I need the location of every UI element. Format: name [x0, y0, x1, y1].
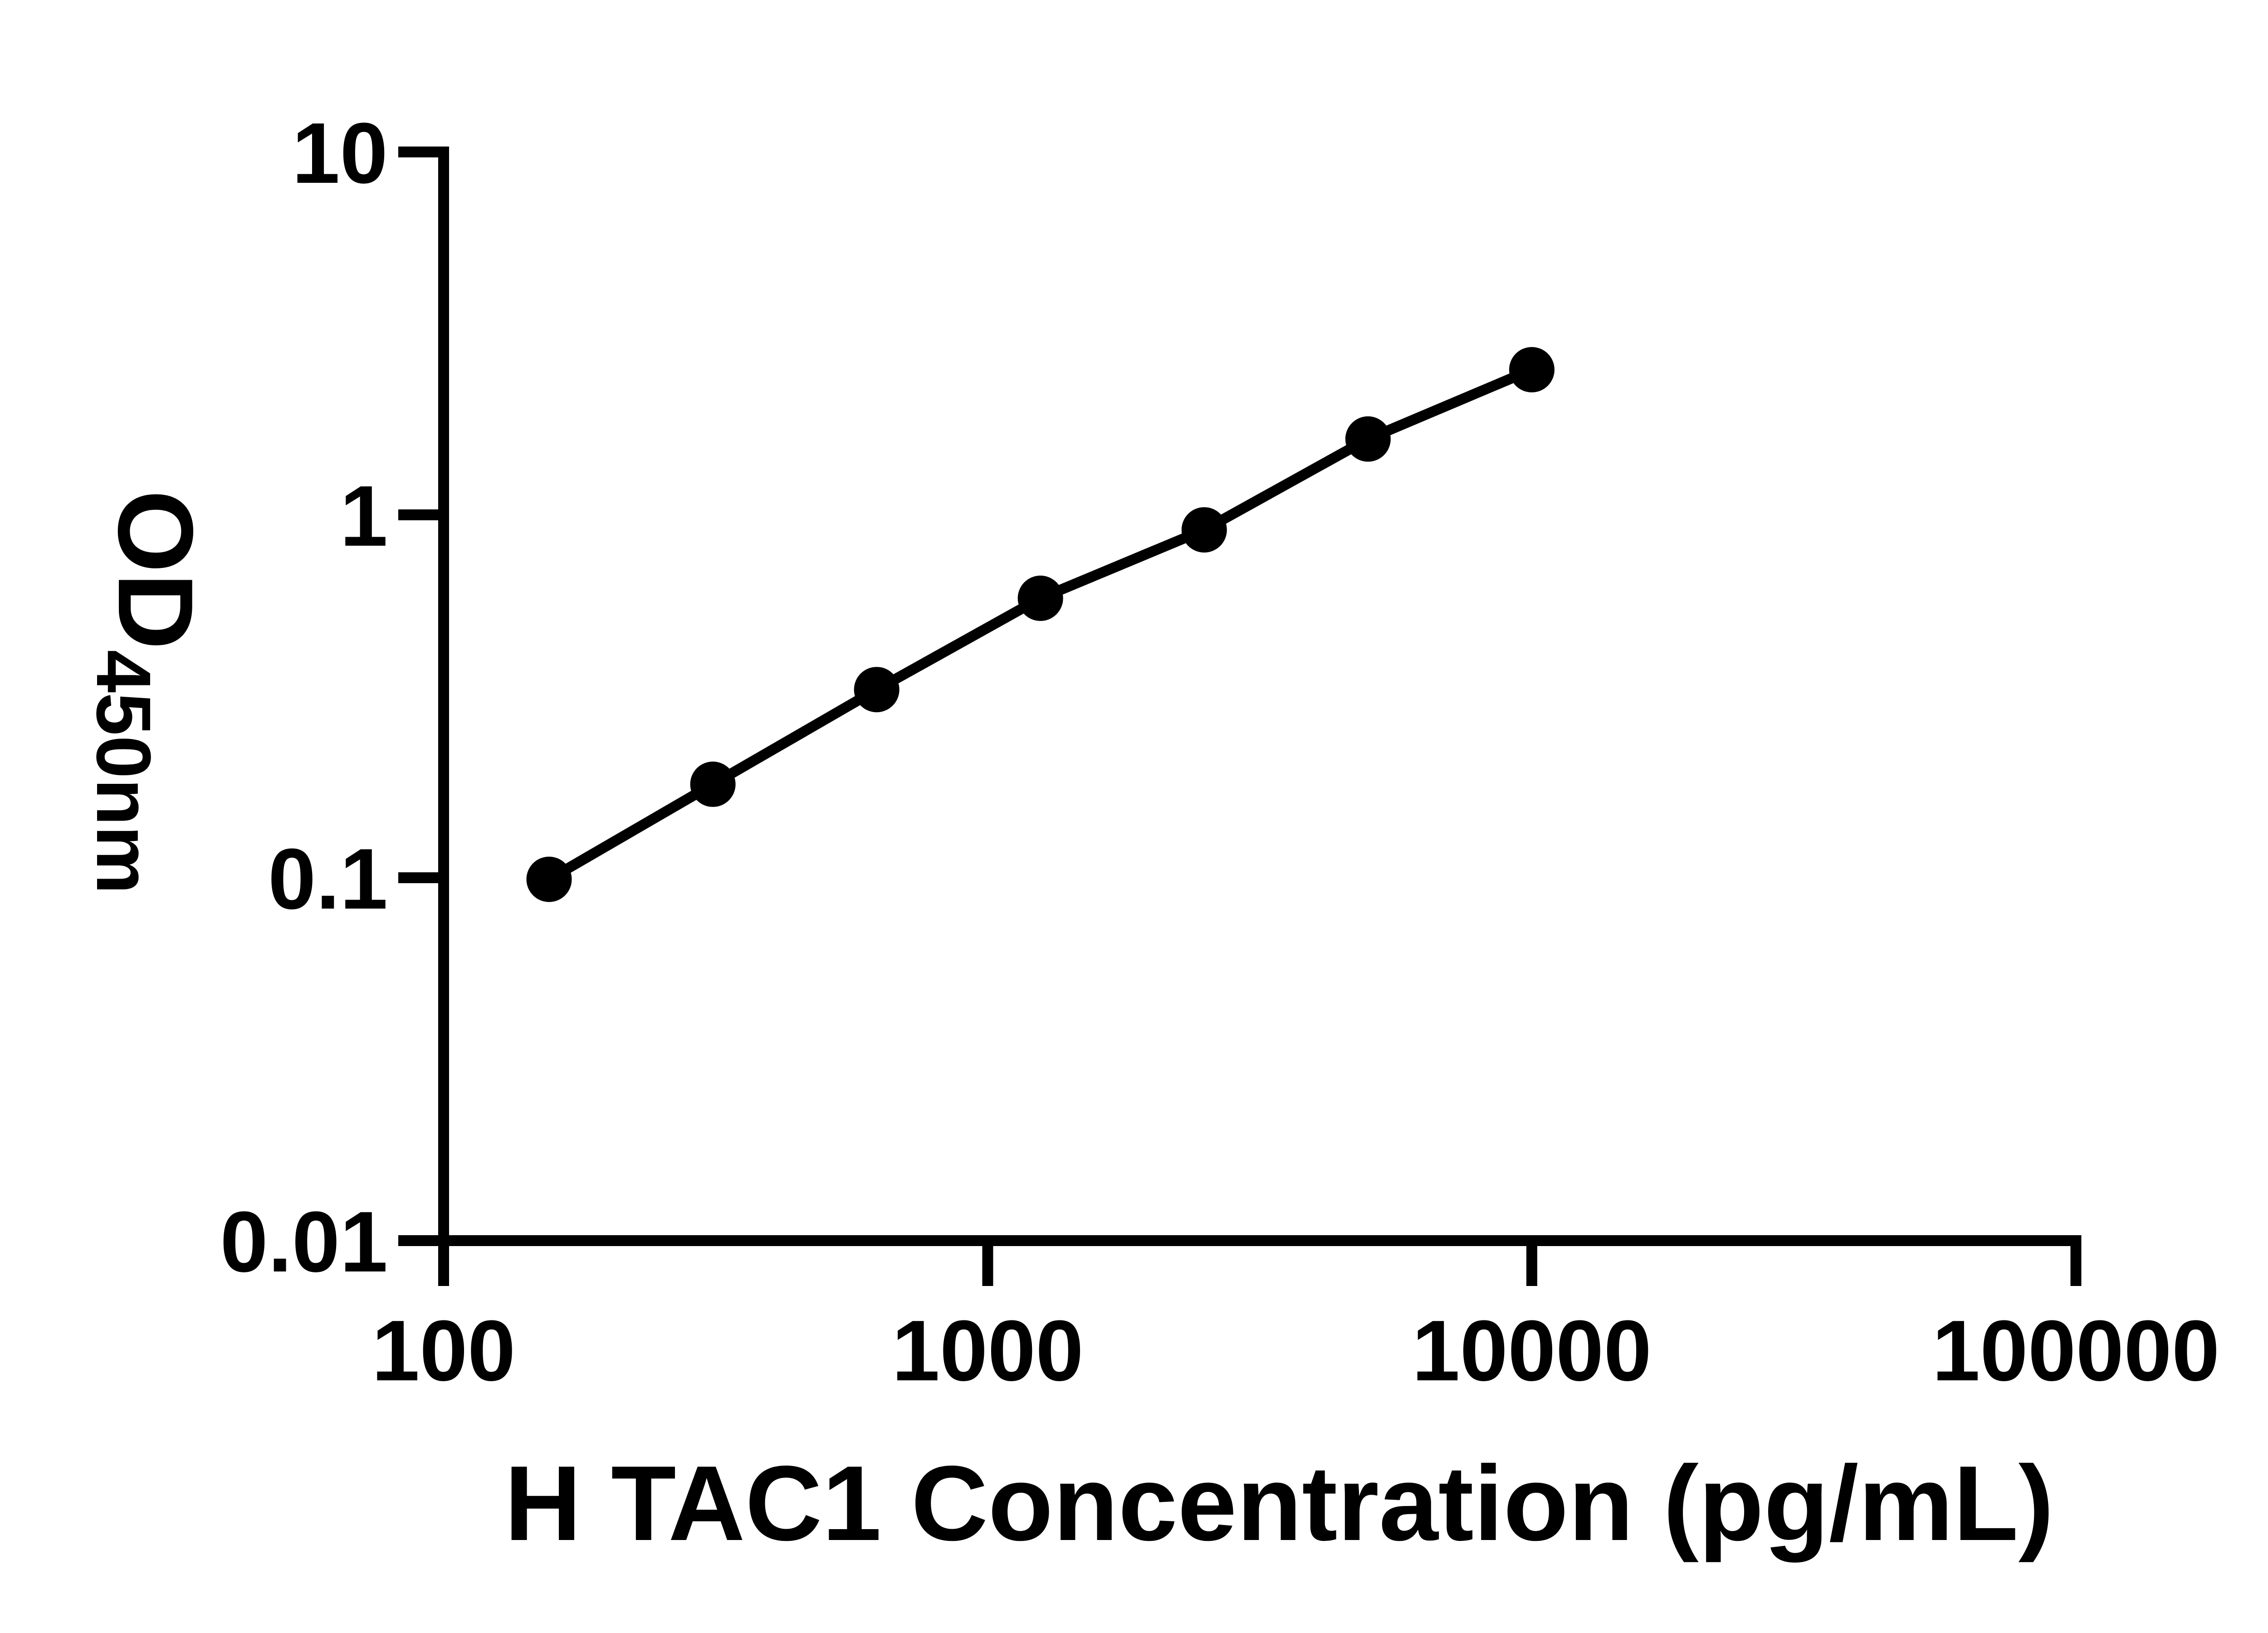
y-tick-label: 0.01 — [220, 1194, 388, 1290]
x-tick-label: 10000 — [1412, 1303, 1652, 1399]
data-point — [1017, 575, 1063, 621]
x-tick-label: 100 — [371, 1303, 515, 1399]
y-tick-label: 0.1 — [268, 831, 388, 927]
x-axis-title: H TAC1 Concentration (pg/mL) — [504, 1443, 2054, 1563]
data-point — [854, 667, 899, 713]
data-point — [1345, 416, 1391, 462]
y-axis-title: OD450nm — [80, 490, 215, 894]
y-axis-title-subscript: 450nm — [80, 650, 166, 895]
x-tick-label: 100000 — [1932, 1303, 2219, 1399]
y-tick-label: 10 — [292, 105, 388, 201]
data-point — [526, 856, 572, 902]
y-tick-label: 1 — [340, 468, 388, 564]
y-axis-title-main: OD — [96, 490, 215, 650]
data-point — [1509, 347, 1554, 392]
data-point — [690, 761, 736, 807]
x-tick-label: 1000 — [892, 1303, 1084, 1399]
data-point — [1181, 507, 1227, 553]
